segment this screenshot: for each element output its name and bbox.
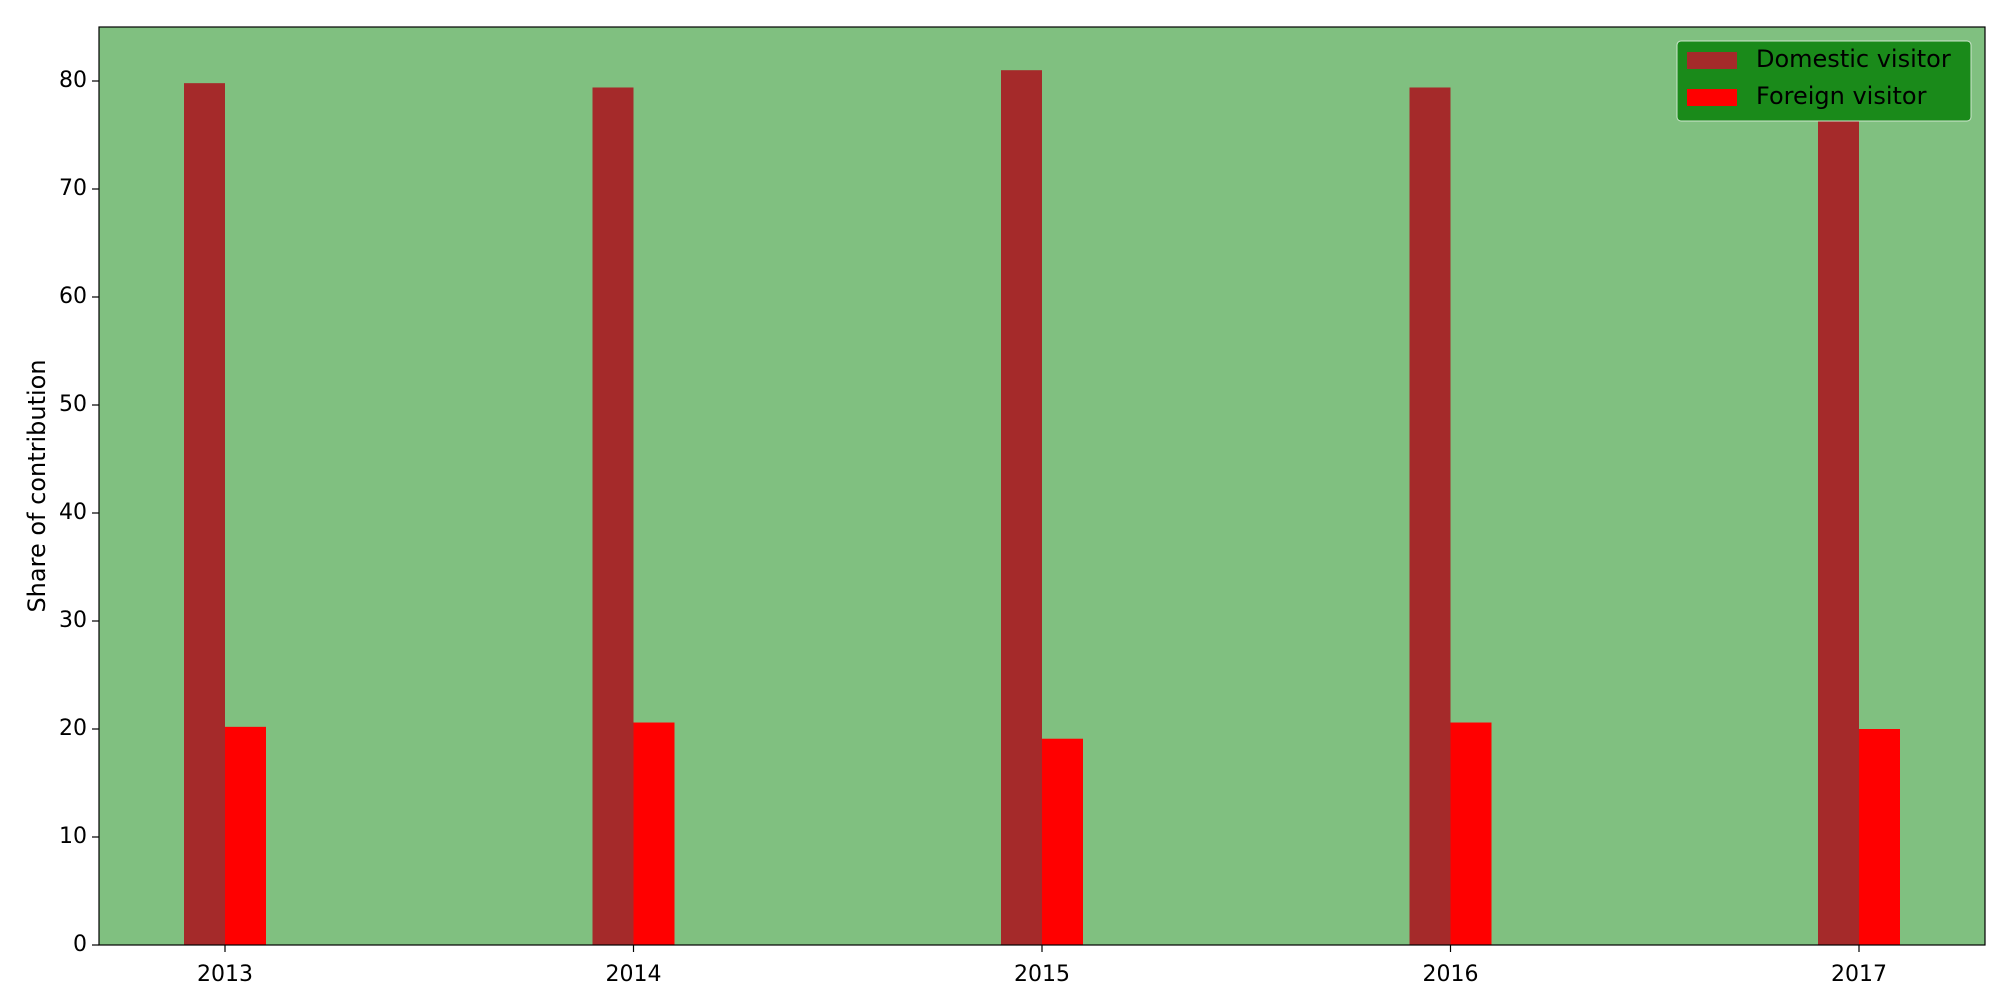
legend-swatch-domestic: [1687, 52, 1737, 69]
bar-foreign-2016: [1450, 722, 1492, 945]
bar-foreign-2013: [225, 726, 266, 945]
y-tick-label: 0: [73, 932, 87, 957]
bar-domestic-2013: [184, 83, 225, 945]
x-tick-label: 2013: [197, 962, 253, 987]
x-tick-label: 2015: [1014, 962, 1070, 987]
y-tick-label: 70: [59, 176, 87, 201]
bar-domestic-2015: [1001, 70, 1042, 945]
y-tick-label: 50: [59, 392, 87, 417]
x-axis: 2013 2014 2015 2016 2017: [197, 945, 1887, 987]
y-tick-label: 80: [59, 68, 87, 93]
x-tick-label: 2014: [606, 962, 662, 987]
legend-label-foreign: Foreign visitor: [1756, 82, 1927, 110]
y-axis-label: Share of contribution: [23, 359, 51, 612]
legend: Domestic visitor Foreign visitor: [1676, 40, 1972, 122]
y-tick-label: 60: [59, 284, 87, 309]
bar-foreign-2015: [1042, 738, 1083, 945]
y-axis: 0 10 20 30 40 50 60 70 80: [59, 68, 99, 957]
y-tick-label: 30: [59, 608, 87, 633]
legend-box: [1676, 40, 1972, 122]
x-tick-label: 2016: [1423, 962, 1479, 987]
y-tick-label: 40: [59, 500, 87, 525]
bar-domestic-2017: [1818, 81, 1859, 945]
y-tick-label: 20: [59, 716, 87, 741]
bars-group: [184, 70, 1900, 946]
bar-foreign-2017: [1859, 729, 1900, 945]
y-tick-label: 10: [59, 824, 87, 849]
bar-domestic-2016: [1409, 87, 1451, 946]
x-tick-label: 2017: [1831, 962, 1887, 987]
bar-foreign-2014: [633, 722, 675, 945]
legend-label-domestic: Domestic visitor: [1756, 45, 1951, 73]
legend-swatch-foreign: [1687, 89, 1737, 106]
bar-domestic-2014: [592, 87, 634, 946]
plot-frame: [98, 26, 1986, 946]
